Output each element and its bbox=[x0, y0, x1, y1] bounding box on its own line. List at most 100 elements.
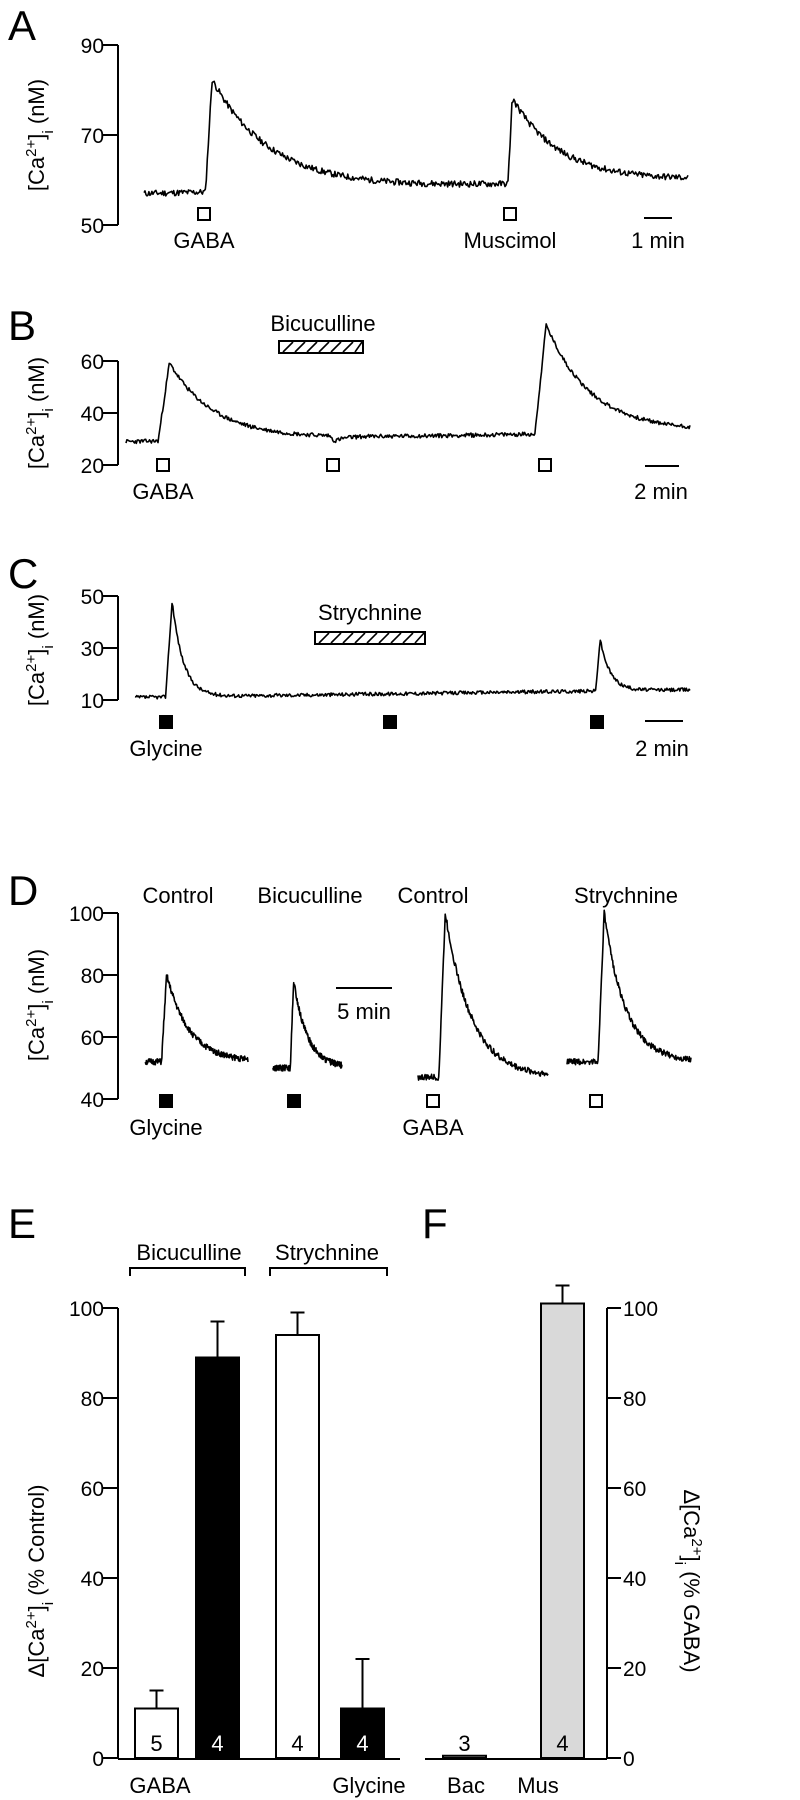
trace-d bbox=[272, 981, 343, 1072]
y-tick-label: 80 bbox=[81, 1388, 104, 1411]
y-tick-label: 50 bbox=[81, 215, 104, 238]
ylabel-part: ] bbox=[24, 1004, 49, 1010]
y-tick-label: 100 bbox=[623, 1298, 658, 1321]
antagonist-hatch bbox=[390, 632, 402, 644]
scale-bar-label-d: 5 min bbox=[337, 999, 391, 1024]
ylabel-part: Δ[Ca bbox=[24, 1628, 49, 1678]
agonist-label-muscimol: Muscimol bbox=[464, 228, 557, 253]
open-application-marker bbox=[503, 207, 517, 221]
open-application-marker bbox=[589, 1094, 603, 1108]
ylabel-part: [Ca bbox=[24, 156, 49, 191]
ylabel-part: ] bbox=[24, 649, 49, 655]
ylabel-part: (nM) bbox=[24, 79, 49, 130]
y-axis-label-d: [Ca2+]i (nM) bbox=[23, 949, 57, 1061]
ylabel-part: ] bbox=[679, 1556, 704, 1562]
filled-application-marker bbox=[287, 1094, 301, 1108]
ylabel-part: 2+ bbox=[23, 1611, 40, 1628]
open-application-marker bbox=[156, 458, 170, 472]
filled-application-marker bbox=[159, 1094, 173, 1108]
trace-a bbox=[143, 80, 689, 197]
bracket-strychnine bbox=[269, 1267, 388, 1276]
ylabel-part: 2+ bbox=[23, 654, 40, 671]
y-tick-label: 80 bbox=[81, 965, 104, 988]
ylabel-part: i bbox=[40, 408, 57, 411]
antagonist-hatch bbox=[366, 632, 378, 644]
trace-title: Bicuculline bbox=[257, 883, 362, 908]
panel-label-f: F bbox=[422, 1200, 448, 1247]
x-label-gaba: GABA bbox=[129, 1773, 190, 1798]
trace-c bbox=[134, 602, 691, 700]
y-tick-label: 70 bbox=[81, 125, 104, 148]
agonist-label-gaba: GABA bbox=[173, 228, 234, 253]
y-tick-label: 10 bbox=[81, 690, 104, 713]
x-label: Mus bbox=[517, 1773, 559, 1798]
ylabel-part: [Ca bbox=[24, 434, 49, 469]
antagonist-hatch bbox=[402, 632, 414, 644]
y-tick-label: 40 bbox=[623, 1568, 646, 1591]
antagonist-hatch bbox=[318, 632, 330, 644]
trace-b bbox=[125, 323, 691, 445]
antagonist-hatch bbox=[354, 632, 366, 644]
antagonist-hatch bbox=[306, 341, 318, 353]
antagonist-hatch bbox=[318, 341, 330, 353]
panel-label-b: B bbox=[8, 302, 36, 349]
y-tick-label: 50 bbox=[81, 586, 104, 609]
panel-label-e: E bbox=[8, 1200, 36, 1247]
x-label: Bac bbox=[447, 1773, 485, 1798]
agonist-label: GABA bbox=[402, 1115, 463, 1140]
filled-application-marker bbox=[383, 715, 397, 729]
panel-label-d: D bbox=[8, 867, 38, 914]
y-tick-label: 0 bbox=[623, 1748, 635, 1771]
ylabel-part: [Ca bbox=[24, 1026, 49, 1061]
y-tick-label: 20 bbox=[81, 1658, 104, 1681]
ylabel-part: [Ca bbox=[24, 671, 49, 706]
n-label: 4 bbox=[211, 1731, 223, 1756]
ylabel-part: (nM) bbox=[24, 357, 49, 408]
x-label-glycine: Glycine bbox=[332, 1773, 405, 1798]
ylabel-part: i bbox=[672, 1562, 689, 1565]
ylabel-part: (nM) bbox=[24, 594, 49, 645]
y-tick-label: 80 bbox=[623, 1388, 646, 1411]
y-tick-label: 40 bbox=[81, 1089, 104, 1112]
ylabel-part: i bbox=[40, 1000, 57, 1003]
ylabel-part: 2+ bbox=[689, 1538, 706, 1555]
ylabel-part: i bbox=[40, 645, 57, 648]
antagonist-hatch bbox=[330, 632, 342, 644]
trace-d bbox=[566, 909, 692, 1066]
ylabel-part: Δ[Ca bbox=[679, 1489, 704, 1539]
y-tick-label: 60 bbox=[623, 1478, 646, 1501]
filled-application-marker bbox=[590, 715, 604, 729]
antagonist-label-strychnine: Strychnine bbox=[318, 600, 422, 625]
n-label: 5 bbox=[150, 1731, 162, 1756]
group-label-bicuculline: Bicuculline bbox=[136, 1240, 241, 1265]
trace-d bbox=[417, 913, 549, 1081]
y-axis-label-c: [Ca2+]i (nM) bbox=[23, 594, 57, 706]
ylabel-part: i bbox=[40, 130, 57, 133]
bar bbox=[340, 1707, 385, 1759]
antagonist-label-bicuculline: Bicuculline bbox=[270, 311, 375, 336]
n-label: 4 bbox=[556, 1731, 568, 1756]
bar bbox=[275, 1334, 320, 1759]
open-application-marker bbox=[197, 207, 211, 221]
antagonist-hatch bbox=[378, 632, 390, 644]
ylabel-part: 2+ bbox=[23, 1009, 40, 1026]
antagonist-hatch bbox=[342, 341, 354, 353]
ylabel-part: ] bbox=[24, 134, 49, 140]
y-tick-label: 60 bbox=[81, 1027, 104, 1050]
bar bbox=[134, 1707, 179, 1759]
y-tick-label: 30 bbox=[81, 638, 104, 661]
n-label: 4 bbox=[356, 1731, 368, 1756]
antagonist-hatch bbox=[282, 341, 294, 353]
antagonist-bar bbox=[314, 631, 426, 645]
y-axis-label-a: [Ca2+]i (nM) bbox=[23, 79, 57, 191]
scale-bar-label-a: 1 min bbox=[631, 228, 685, 253]
y-axis-label-b: [Ca2+]i (nM) bbox=[23, 357, 57, 469]
open-application-marker bbox=[538, 458, 552, 472]
scale-bar-label-c: 2 min bbox=[635, 736, 689, 761]
ylabel-part: 2+ bbox=[23, 417, 40, 434]
panel-label-c: C bbox=[8, 550, 38, 597]
y-axis-label-e: Δ[Ca2+]i (% Control) bbox=[23, 1485, 57, 1678]
y-tick-label: 100 bbox=[69, 1298, 104, 1321]
ylabel-part: (% GABA) bbox=[679, 1565, 704, 1673]
